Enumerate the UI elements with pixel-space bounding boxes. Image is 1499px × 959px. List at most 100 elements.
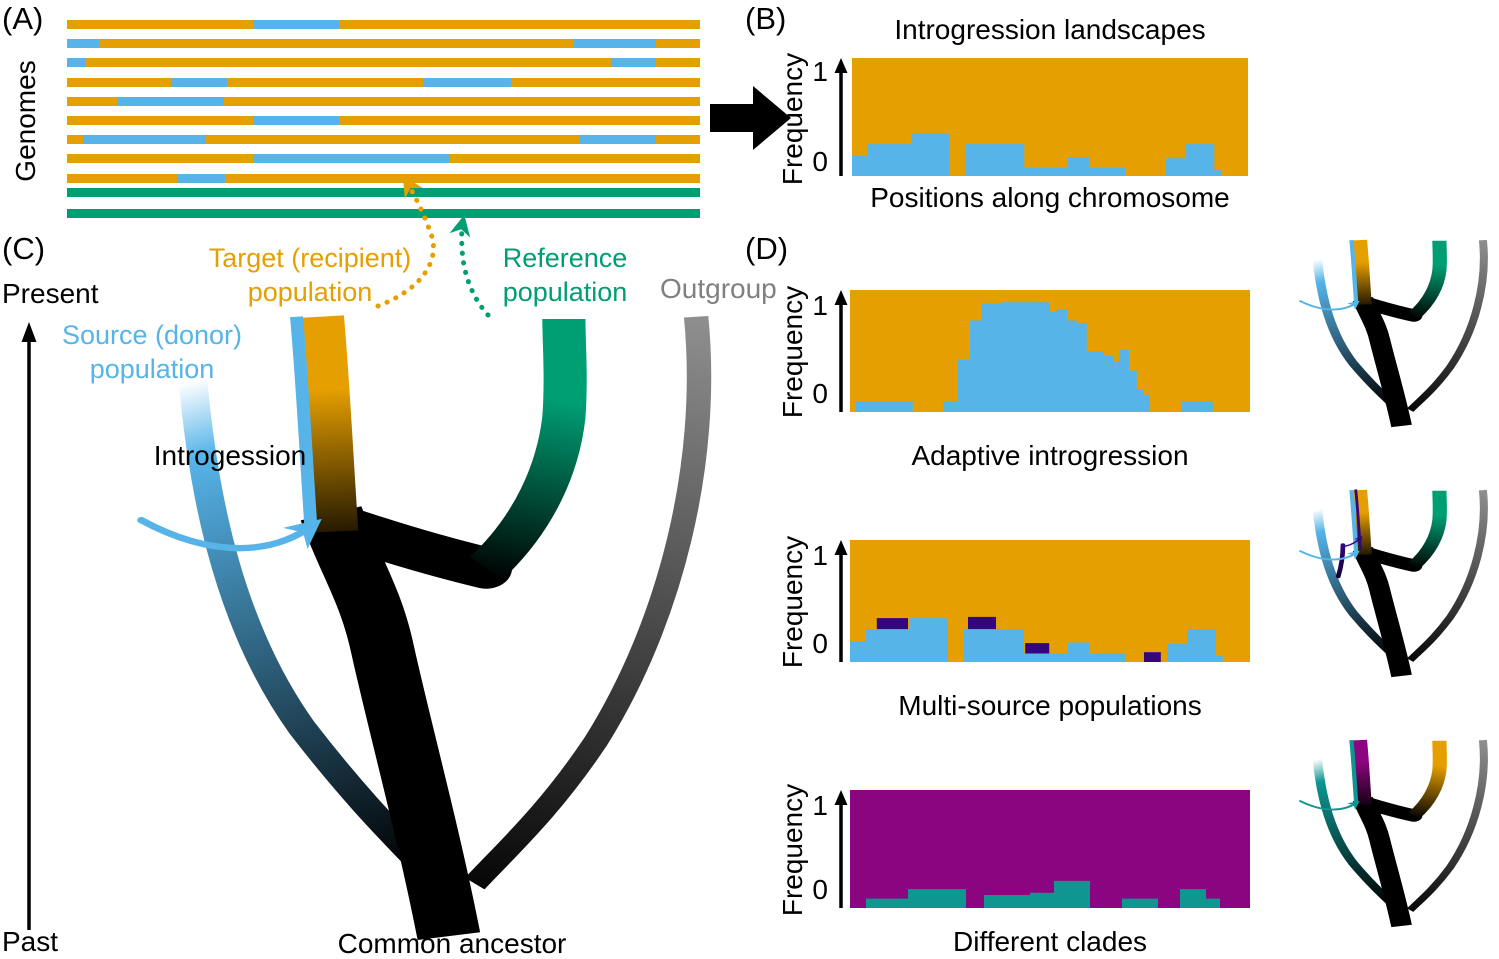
axis-max-label: 1 — [812, 290, 828, 321]
reference-branch — [1408, 740, 1447, 819]
target-population-line1: Target (recipient) — [208, 243, 412, 273]
panel-b-label: (B) — [745, 1, 787, 36]
introgression-arrow — [1299, 550, 1360, 561]
target-branch — [1350, 489, 1372, 555]
introgression-arrow — [1299, 300, 1360, 311]
adaptive-introgression-chart — [850, 290, 1250, 412]
reference-branch — [1408, 490, 1447, 569]
axis-max-label: 1 — [812, 790, 828, 821]
reference-population-label: Reference population — [445, 241, 685, 309]
axis-min-label: 0 — [812, 146, 828, 177]
source-branch — [1312, 255, 1398, 409]
genome-bar — [67, 20, 700, 29]
multi-source-chart — [850, 540, 1250, 662]
ancestral-trunk — [1352, 296, 1412, 428]
outgroup-branch — [1406, 489, 1488, 662]
ancestral-trunk — [1352, 796, 1412, 928]
source-branch — [178, 369, 438, 877]
genome-bar — [67, 154, 700, 164]
panel-a-label: (A) — [2, 1, 44, 36]
introgressed-segment — [573, 39, 656, 49]
introgressed-segment — [178, 173, 226, 183]
time-axis-arrow — [21, 322, 37, 930]
introgressed-stripe — [1349, 740, 1359, 804]
phylogeny-tree — [55, 303, 745, 943]
reference-branch — [1408, 240, 1447, 319]
target-population-label: Target (recipient) population — [170, 241, 450, 309]
genomes-axis-label: Genomes — [10, 60, 41, 182]
introgressed-segment — [611, 58, 656, 68]
chart-caption: Different clades — [952, 926, 1148, 957]
flow-arrow-icon — [710, 86, 791, 150]
target-branch — [1350, 739, 1372, 805]
introgression-arrow-label: Introgession — [153, 440, 307, 471]
outgroup-label: Outgroup — [660, 273, 777, 304]
genome-bar — [67, 116, 700, 125]
frequency-axis-label: Frequency — [777, 285, 808, 419]
introgression-arrow — [1299, 800, 1360, 811]
chart-caption: Adaptive introgression — [911, 440, 1189, 471]
outgroup-branch — [464, 315, 712, 890]
introgressed-stripe — [1349, 490, 1359, 554]
axis-min-label: 0 — [812, 378, 828, 409]
genome-bar — [67, 173, 700, 183]
reference-genome-bar — [67, 188, 700, 197]
second-source-stripe — [1354, 489, 1362, 551]
ancestral-trunk — [300, 506, 481, 941]
second-source-introgression-arrow — [1343, 535, 1363, 548]
genome-bar — [67, 77, 700, 87]
present-label: Present — [2, 278, 99, 309]
common-ancestor-label: Common ancestor — [337, 928, 567, 959]
introgressed-segment — [579, 135, 656, 145]
introgression-arrow — [137, 516, 322, 552]
source-population-label: Source (donor) population — [32, 318, 272, 386]
chart-x-label: Positions along chromosome — [870, 182, 1230, 213]
introgressed-segment — [117, 96, 224, 106]
reference-branch — [469, 318, 587, 580]
panel-d-label: (D) — [745, 231, 789, 266]
different-clades-chart — [850, 790, 1250, 908]
past-label: Past — [2, 926, 59, 957]
introgressed-segment — [67, 39, 99, 49]
introgression-landscape-chart — [852, 58, 1248, 176]
second-source-branch — [1335, 543, 1346, 579]
genome-bars — [67, 20, 700, 220]
target-branch — [1350, 239, 1372, 305]
introgressed-segment — [253, 116, 340, 125]
target-population-line2: population — [247, 277, 373, 307]
axis-max-label: 1 — [812, 540, 828, 571]
introgressed-stripe — [290, 316, 318, 528]
introgressed-segment — [82, 135, 207, 145]
frequency-axis-arrow — [834, 290, 848, 412]
target-branch — [295, 315, 359, 533]
genome-bar — [67, 58, 700, 68]
reference-population-line1: Reference — [502, 243, 628, 273]
introgressed-segment — [253, 20, 340, 29]
tree-inset-multi-source — [1272, 486, 1499, 678]
source-branch — [1312, 505, 1398, 659]
frequency-axis-arrow — [834, 790, 848, 908]
outgroup-branch — [1406, 239, 1488, 412]
introgressed-segment — [67, 58, 86, 68]
chart-caption: Multi-source populations — [898, 690, 1202, 721]
frequency-axis-label: Frequency — [777, 783, 808, 917]
reference-genome-bar — [67, 209, 700, 218]
axis-min-label: 0 — [812, 874, 828, 905]
introgressed-segment — [170, 77, 227, 87]
reference-population-line2: population — [502, 277, 628, 307]
frequency-axis-arrow — [834, 58, 848, 176]
frequency-axis-label: Frequency — [777, 535, 808, 669]
outgroup-branch — [1406, 739, 1488, 912]
frequency-axis-arrow — [834, 540, 848, 662]
genome-bar — [67, 135, 700, 145]
genome-bar — [67, 39, 700, 49]
axis-min-label: 0 — [812, 628, 828, 659]
introgressed-stripe — [1349, 240, 1359, 304]
tree-inset-different-clades — [1272, 736, 1499, 928]
genome-bar — [67, 96, 700, 106]
frequency-axis-label: Frequency — [777, 52, 808, 186]
introgressed-segment — [253, 154, 450, 164]
tree-inset-adaptive — [1272, 236, 1499, 428]
axis-max-label: 1 — [812, 56, 828, 87]
